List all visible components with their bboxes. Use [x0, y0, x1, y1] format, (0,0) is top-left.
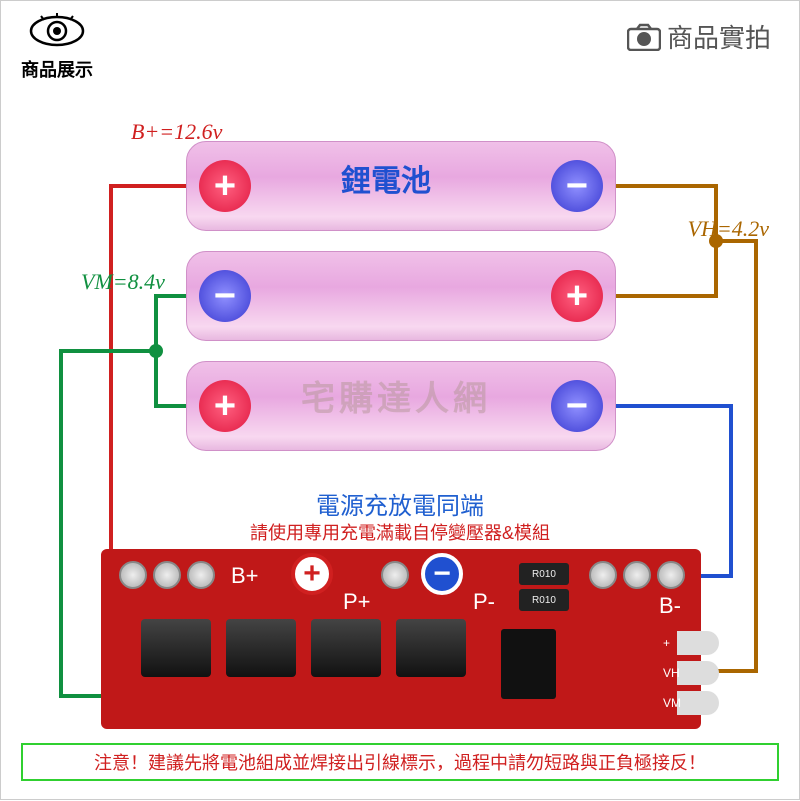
ic-chip — [501, 629, 556, 699]
watermark: 宅購達人網 — [301, 371, 491, 420]
label-b-plus: B+=12.6v — [131, 119, 222, 145]
battery-2: − + — [186, 251, 616, 341]
label-vm: VM=8.4v — [81, 269, 165, 295]
battery2-plus: + — [551, 270, 603, 322]
camera-icon — [627, 23, 661, 51]
battery3-minus: − — [551, 380, 603, 432]
battery1-minus: − — [551, 160, 603, 212]
header-left: 商品展示 — [21, 11, 93, 82]
mid-text-2: 請使用專用充電滿載自停變壓器&模組 — [1, 519, 799, 545]
header-right-text: 商品實拍 — [667, 18, 771, 55]
bms-board: B+ + P+ − P- R010 R010 B- + VH VM — [101, 549, 701, 729]
pad — [589, 561, 617, 589]
pad — [119, 561, 147, 589]
battery-title: 鋰電池 — [341, 156, 431, 200]
mosfet-chip — [311, 619, 381, 677]
header-right: 商品實拍 — [619, 16, 779, 57]
label-board-pminus: P- — [473, 589, 495, 615]
battery1-plus: + — [199, 160, 251, 212]
label-board-bplus: B+ — [231, 563, 259, 589]
header-left-text: 商品展示 — [21, 56, 93, 82]
mosfet-chip — [141, 619, 211, 677]
pad — [187, 561, 215, 589]
mosfet-chip — [226, 619, 296, 677]
warning-text: 注意！建議先將電池組成並焊接出引線標示，過程中請勿短路與正負極接反！ — [21, 743, 779, 781]
side-pad-vm: VM — [659, 691, 719, 715]
battery2-minus: − — [199, 270, 251, 322]
resistor: R010 — [519, 589, 569, 611]
mid-text-1: 電源充放電同端 — [1, 486, 799, 521]
pad — [623, 561, 651, 589]
side-pad-plus: + — [659, 631, 719, 655]
pad — [381, 561, 409, 589]
battery3-plus: + — [199, 380, 251, 432]
pad — [153, 561, 181, 589]
board-p-minus-icon: − — [421, 553, 463, 595]
mosfet-chip — [396, 619, 466, 677]
pad — [657, 561, 685, 589]
resistor: R010 — [519, 563, 569, 585]
label-vh: VH=4.2v — [688, 216, 769, 242]
eye-icon — [27, 11, 87, 51]
label-board-bminus: B- — [659, 593, 681, 619]
label-board-pplus: P+ — [343, 589, 371, 615]
board-p-plus-icon: + — [291, 553, 333, 595]
side-pad-vh: VH — [659, 661, 719, 685]
